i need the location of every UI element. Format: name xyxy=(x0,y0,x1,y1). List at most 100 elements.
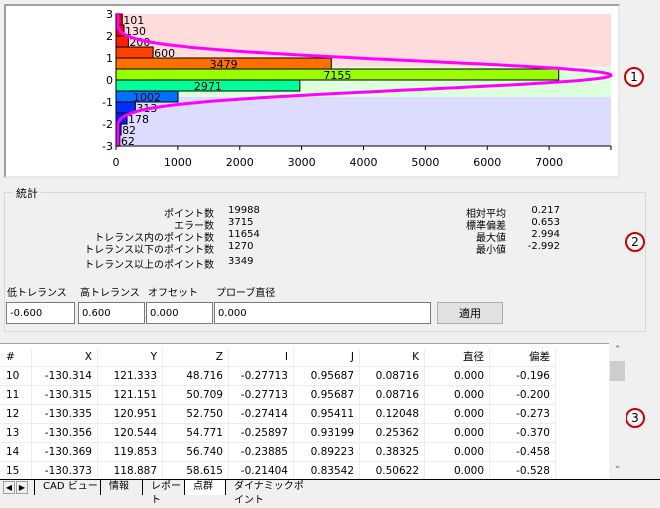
stats-group: 統計 xyxy=(4,185,646,332)
offset-input[interactable] xyxy=(146,302,213,324)
table-cell: 0.000 xyxy=(425,424,490,443)
callout-marker-3: 3 xyxy=(625,408,645,428)
table-cell: -0.23885 xyxy=(229,443,294,462)
low-tolerance-input[interactable] xyxy=(6,302,75,324)
table-cell: 11 xyxy=(0,386,32,405)
bar-label: 3479 xyxy=(210,58,238,71)
stat-label: トレランス以下のポイント数 xyxy=(84,245,214,256)
table-cell: 0.000 xyxy=(425,367,490,386)
table-cell: 偏差 xyxy=(490,348,556,367)
tab-1[interactable]: 情報 xyxy=(100,480,142,495)
y-tick-label: -2 xyxy=(102,118,113,131)
table-cell: -130.335 xyxy=(32,405,98,424)
table-cell: -130.356 xyxy=(32,424,98,443)
y-tick-label: -1 xyxy=(102,96,113,109)
table-cell: 10 xyxy=(0,367,32,386)
tolerance-band xyxy=(116,96,611,146)
table-row[interactable]: 15 -130.373 118.887 58.615 -0.21404 0.83542 0.… xyxy=(0,462,556,479)
table-row[interactable]: 11 -130.315 121.151 50.709 -0.27713 0.95687 0.… xyxy=(0,386,556,405)
bar-label: 2971 xyxy=(194,80,222,93)
x-tick-label: 1000 xyxy=(164,156,192,169)
table-cell: 120.951 xyxy=(98,405,163,424)
stat-label: トレランス内のポイント数 xyxy=(94,233,214,244)
bar-label: 600 xyxy=(154,47,175,60)
table-cell: 0.000 xyxy=(425,462,490,479)
table-cell: -0.370 xyxy=(490,424,556,443)
scroll-up-icon[interactable]: ⌃ xyxy=(613,345,622,355)
tab-3[interactable]: 点群 xyxy=(184,480,225,495)
stats-title: 統計 xyxy=(13,185,41,201)
table-row[interactable]: # X Y Z I J K 直径 偏差 xyxy=(0,348,556,367)
table-cell: 121.333 xyxy=(98,367,163,386)
table-cell: -130.314 xyxy=(32,367,98,386)
table-cell: 0.000 xyxy=(425,386,490,405)
tab-label: CAD ビュー xyxy=(43,481,98,492)
offset-label: オフセット xyxy=(148,288,198,299)
table-cell: 0.95687 xyxy=(294,386,360,405)
y-tick-label: -3 xyxy=(102,140,113,153)
tab-scroll-left-icon[interactable]: ◀ xyxy=(3,481,15,494)
table-cell: -0.27713 xyxy=(229,367,294,386)
tab-label: 情報 xyxy=(109,481,129,492)
table-cell: K xyxy=(360,348,425,367)
table-cell: 0.93199 xyxy=(294,424,360,443)
x-tick-label: 2000 xyxy=(226,156,254,169)
stat-label: 最小値 xyxy=(476,245,506,256)
table-cell: -0.21404 xyxy=(229,462,294,479)
bar-label: 1002 xyxy=(133,91,161,104)
table-cell: 0.95687 xyxy=(294,367,360,386)
table-row[interactable]: 13 -130.356 120.544 54.771 -0.25897 0.93199 0.… xyxy=(0,424,556,443)
x-tick-label: 3000 xyxy=(288,156,316,169)
table-cell: 15 xyxy=(0,462,32,479)
y-tick-label: 3 xyxy=(106,8,113,21)
point-cloud-table: # X Y Z I J K 直径 偏差 10 -130.314 121.333 48.716 -0.277… xyxy=(0,343,609,479)
table-cell: 56.740 xyxy=(163,443,229,462)
histogram-panel: 101 130 200 600 3479 7155 2971 1002 313 178 82 62 0 1… xyxy=(4,4,620,178)
table-cell: 0.83542 xyxy=(294,462,360,479)
stat-value: -2.992 xyxy=(527,241,560,252)
scroll-down-icon[interactable]: ⌄ xyxy=(613,461,622,471)
table-cell: 58.615 xyxy=(163,462,229,479)
tab-2[interactable]: レポート xyxy=(142,480,184,506)
stat-label: トレランス以上のポイント数 xyxy=(84,260,214,271)
high-tolerance-input[interactable] xyxy=(78,302,145,324)
tab-0[interactable]: CAD ビュー xyxy=(34,480,100,495)
table-cell: 直径 xyxy=(425,348,490,367)
table-cell: 14 xyxy=(0,443,32,462)
x-tick-label: 6000 xyxy=(473,156,501,169)
stat-label: エラー数 xyxy=(174,221,214,232)
table-cell: 0.38325 xyxy=(360,443,425,462)
stat-value: 0.653 xyxy=(531,217,560,228)
apply-button[interactable]: 適用 xyxy=(437,302,503,324)
x-tick-label: 5000 xyxy=(411,156,439,169)
table-cell: 0.000 xyxy=(425,405,490,424)
probe-diameter-input[interactable] xyxy=(214,302,431,324)
tab-4[interactable]: ダイナミックポイント xyxy=(225,480,311,506)
stat-label: 最大値 xyxy=(476,233,506,244)
tab-scroll-right-icon[interactable]: ▶ xyxy=(16,481,28,494)
stat-value: 0.217 xyxy=(531,205,560,216)
stat-value: 3715 xyxy=(228,217,254,228)
stat-label: 標準偏差 xyxy=(466,221,506,232)
table-cell: 119.853 xyxy=(98,443,163,462)
stat-value: 11654 xyxy=(228,229,260,240)
tab-label: 点群 xyxy=(193,481,213,492)
table-cell: -0.458 xyxy=(490,443,556,462)
table-cell: 0.95411 xyxy=(294,405,360,424)
stat-value: 3349 xyxy=(228,256,254,267)
table-row[interactable]: 10 -130.314 121.333 48.716 -0.27713 0.95687 0.… xyxy=(0,367,556,386)
table-cell: 52.750 xyxy=(163,405,229,424)
histogram-bar xyxy=(115,35,129,48)
x-tick-label: 7000 xyxy=(535,156,563,169)
vertical-scrollbar[interactable]: ⌃ ⌄ xyxy=(609,343,626,479)
histogram-bar xyxy=(115,46,154,59)
stat-label: 相対平均 xyxy=(466,209,506,220)
table-row[interactable]: 14 -130.369 119.853 56.740 -0.23885 0.89223 0.… xyxy=(0,443,556,462)
x-tick-label: 0 xyxy=(113,156,120,169)
table-cell: 0.50622 xyxy=(360,462,425,479)
table-cell: # xyxy=(0,348,32,367)
scroll-thumb[interactable] xyxy=(610,361,625,381)
table-cell: X xyxy=(32,348,98,367)
table-row[interactable]: 12 -130.335 120.951 52.750 -0.27414 0.95411 0.… xyxy=(0,405,556,424)
